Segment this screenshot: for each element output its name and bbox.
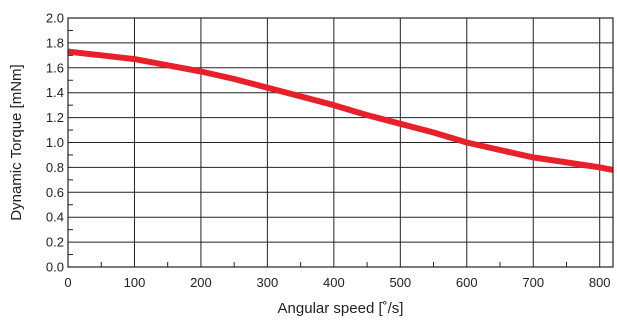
x-tick-label: 600 [456,275,478,290]
x-tick-label: 700 [522,275,544,290]
torque-data-point [333,104,335,106]
x-tick-label: 400 [323,275,345,290]
x-tick-label: 300 [257,275,279,290]
series-layer [67,48,614,173]
torque-data-point [200,70,202,73]
torque-data-point [499,149,501,151]
y-tick-label: 1.2 [46,110,64,125]
x-tick-label: 0 [64,275,71,290]
minor-ticks [68,29,567,267]
y-tick-label: 0.2 [46,235,64,250]
x-axis-title: Angular speed [˚/s] [278,300,404,317]
x-tick-label: 100 [124,275,146,290]
y-tick-label: 0.8 [46,160,64,175]
x-tick-label: 200 [190,275,212,290]
torque-data-point [532,156,534,159]
torque-data-point [466,141,468,144]
torque-data-point [167,64,169,66]
torque-data-point [599,166,601,168]
x-tick-label: 500 [389,275,411,290]
torque-data-point [366,114,368,116]
plot-frame [67,17,614,268]
torque-data-point [266,87,268,89]
torque-data-point [100,54,102,56]
torque-data-point [300,95,302,98]
y-tick-label: 1.0 [46,135,64,150]
torque-data-point [432,131,435,134]
torque-data-point [233,78,235,80]
torque-data-point [133,58,136,60]
y-tick-label: 1.4 [46,85,64,100]
y-tick-label: 1.8 [46,35,64,50]
torque-data-point [399,123,401,125]
y-axis-title: Dynamic Torque [mNm] [8,64,25,220]
y-tick-labels: 0.0 0.2 0.4 0.6 0.8 1.0 1.2 1.4 1.6 1.8 2.0 [46,11,64,275]
torque-curve-line-0 [67,48,614,173]
y-tick-label: 0.6 [46,185,64,200]
y-tick-label: 1.6 [46,60,64,75]
grid-lines [68,18,613,267]
x-tick-labels: 0 100 200 300 400 500 600 700 800 [64,275,610,290]
y-tick-label: 0.0 [46,260,64,275]
torque-data-point [565,161,568,164]
y-tick-label: 2.0 [46,11,64,26]
x-tick-label: 800 [589,275,611,290]
y-tick-label: 0.4 [46,210,64,225]
